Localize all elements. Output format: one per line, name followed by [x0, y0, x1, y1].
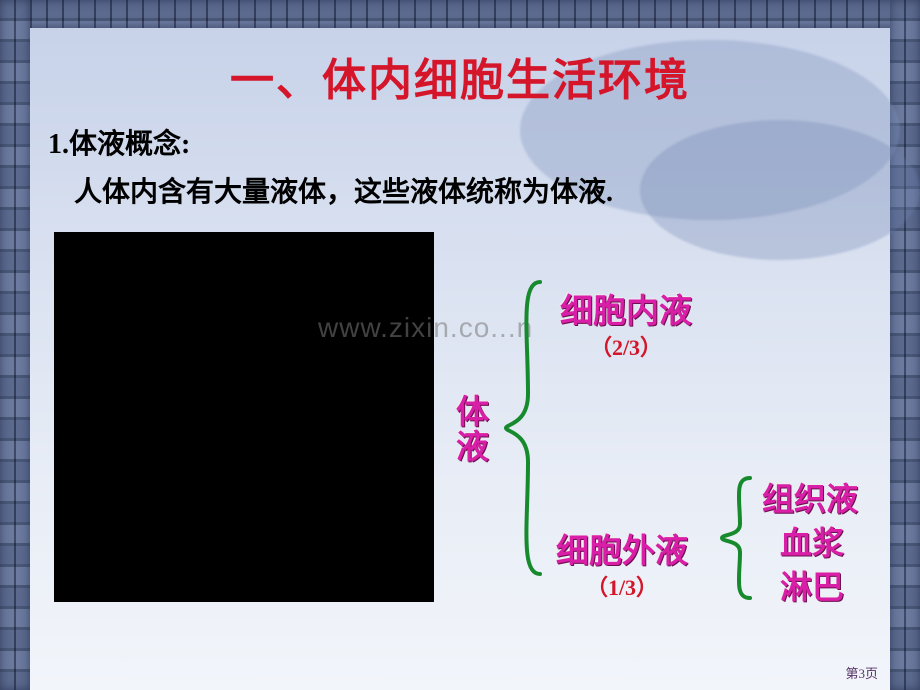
tree-leaf-xuejiang: 血浆 — [780, 518, 844, 564]
page-number: 第3页 — [845, 663, 878, 682]
leaf-label: 组织液 — [762, 481, 858, 517]
outer-fraction: （1/3） — [556, 570, 688, 602]
definition-text: 人体内含有大量液体，这些液体统称为体液. — [74, 170, 872, 210]
section-label: 体液概念: — [69, 129, 190, 160]
brace-icon — [500, 274, 556, 582]
leaf-label: 血浆 — [780, 525, 844, 561]
section-heading: 1.体液概念: — [48, 122, 872, 162]
tree-leaf-zuzhiye: 组织液 — [762, 474, 858, 520]
tree-leaf-linba: 淋巴 — [780, 562, 844, 608]
inner-label: 细胞内液 — [560, 294, 692, 330]
border-top — [0, 0, 920, 28]
border-right — [890, 0, 920, 690]
diagram-area: www.zixin.co...n 体 液 细胞内液 （2/3） 细胞外液 （1/… — [48, 226, 872, 656]
tree-root: 体 液 — [456, 396, 489, 465]
outer-label: 细胞外液 — [556, 534, 688, 570]
slide-title: 一、体内细胞生活环境 — [48, 44, 872, 108]
tree-inner-fluid: 细胞内液 （2/3） — [560, 284, 692, 362]
brace-icon — [716, 470, 760, 606]
leaf-label: 淋巴 — [780, 569, 844, 605]
root-char-2: 液 — [456, 431, 489, 466]
tree-outer-fluid: 细胞外液 （1/3） — [556, 524, 688, 602]
border-left — [0, 0, 30, 690]
slide-content: 一、体内细胞生活环境 1.体液概念: 人体内含有大量液体，这些液体统称为体液. … — [30, 28, 890, 690]
image-placeholder — [54, 232, 434, 602]
inner-fraction: （2/3） — [560, 330, 692, 362]
root-char-1: 体 — [456, 396, 489, 431]
section-number: 1. — [48, 129, 69, 160]
